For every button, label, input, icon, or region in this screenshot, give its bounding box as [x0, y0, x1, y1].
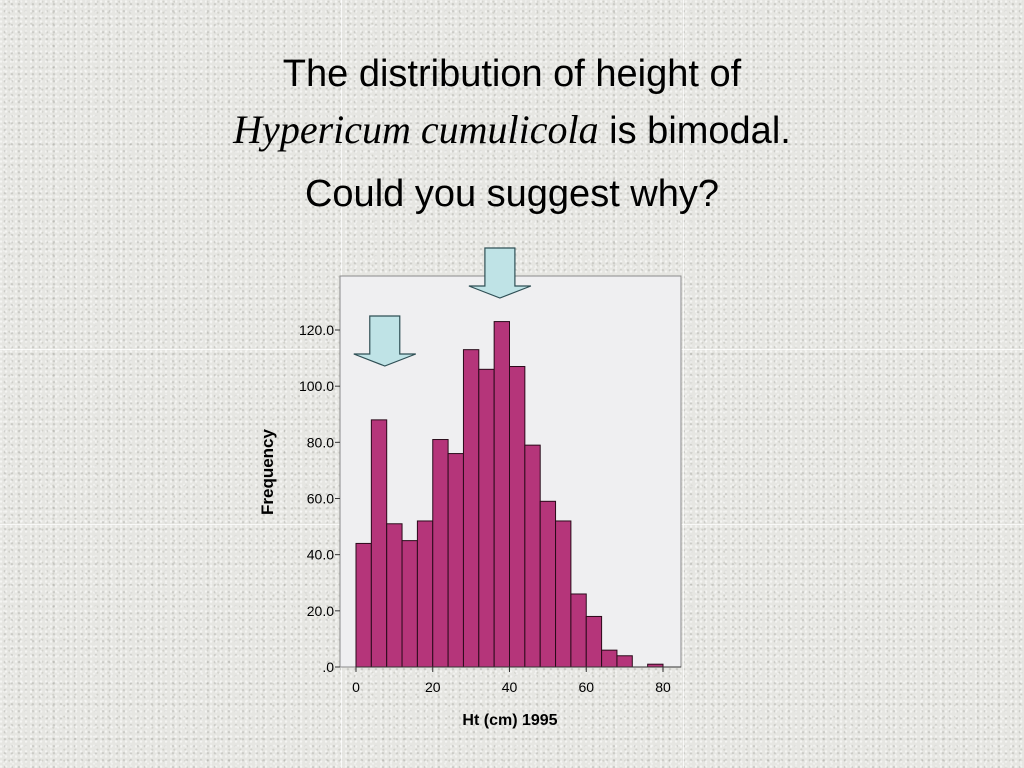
slide-title-line-2: Hypericum cumulicola is bimodal. — [0, 107, 1024, 152]
title-line-2-rest: is bimodal. — [598, 110, 791, 152]
histogram-bar — [432, 439, 449, 668]
x-tick-label: 80 — [655, 679, 671, 695]
y-tick-label: 100.0 — [299, 378, 334, 394]
x-tick-label: 20 — [425, 679, 441, 695]
histogram-bar — [524, 444, 541, 668]
x-tick-label: 40 — [502, 679, 518, 695]
y-axis-title: Frequency — [258, 428, 277, 515]
y-tick-label: 20.0 — [307, 603, 334, 619]
histogram-bar — [555, 520, 572, 668]
y-tick-label: .0 — [322, 659, 334, 675]
histogram-bar — [416, 520, 434, 668]
histogram-bar — [478, 368, 495, 668]
histogram-bar — [462, 349, 480, 668]
left-mode-arrow-icon — [353, 315, 416, 367]
histogram-bar — [386, 523, 403, 668]
slide-title: The distribution of height of — [0, 55, 1024, 93]
histogram-bar — [370, 419, 388, 668]
title-line-1: The distribution of height of — [282, 53, 742, 95]
histogram-bar — [509, 366, 526, 668]
y-tick-label: 80.0 — [307, 434, 334, 450]
histogram-bar — [447, 453, 464, 668]
histogram-bar — [601, 649, 618, 668]
histogram-bar — [355, 542, 372, 668]
y-tick-label: 40.0 — [307, 547, 334, 563]
y-tick-label: 120.0 — [299, 322, 334, 338]
y-tick-label: 60.0 — [307, 491, 334, 507]
x-tick-label: 60 — [578, 679, 594, 695]
species-name: Hypericum cumulicola — [233, 107, 599, 152]
slide-question: Could you suggest why? — [0, 175, 1024, 213]
histogram-bar — [616, 655, 633, 668]
histogram-bar — [570, 593, 587, 668]
x-axis-title: Ht (cm) 1995 — [462, 712, 557, 729]
histogram-bar — [585, 615, 603, 668]
background-tile-line — [683, 0, 684, 768]
x-tick-label: 0 — [352, 679, 360, 695]
histogram-bar — [401, 540, 418, 668]
histogram-bar — [539, 500, 557, 668]
right-mode-arrow-icon — [468, 247, 532, 299]
histogram-bar — [493, 321, 510, 668]
question-text: Could you suggest why? — [304, 173, 720, 215]
